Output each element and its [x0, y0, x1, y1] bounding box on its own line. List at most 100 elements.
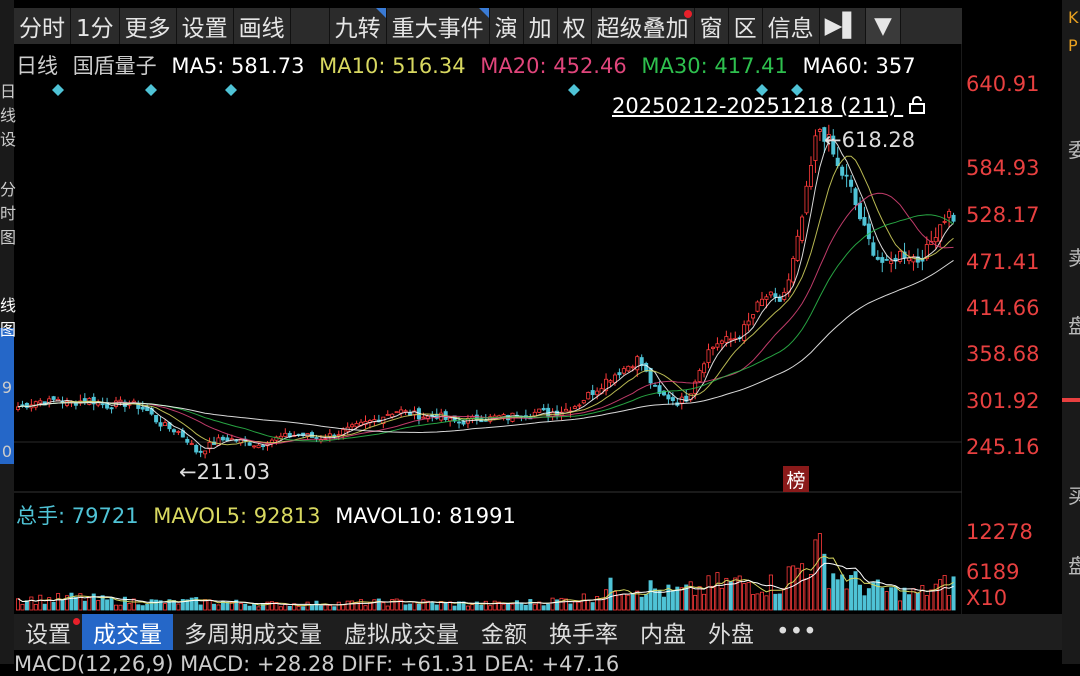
volume-bar — [840, 574, 845, 611]
top-toolbar: 分时 1分 更多 设置 画线 九转 重大事件 演 加 权 超级叠加 窗 区 信息… — [14, 8, 962, 44]
simulate-button[interactable]: 演 — [490, 8, 524, 44]
super-overlay-button[interactable]: 超级叠加 — [592, 8, 695, 44]
tab-settings[interactable]: 设置 — [14, 614, 82, 650]
candle-body — [595, 390, 600, 396]
tab-1min[interactable]: 1分 — [71, 8, 120, 44]
candle-body — [154, 414, 159, 423]
candle-body — [171, 429, 176, 433]
volume-bar — [24, 600, 29, 611]
candle-body — [198, 450, 203, 453]
volume-bar — [826, 588, 831, 611]
volume-bar — [884, 591, 889, 611]
candle-body — [586, 392, 591, 400]
ma30-line — [17, 214, 954, 442]
volume-bar — [443, 601, 448, 611]
volume-bar — [875, 579, 880, 611]
tab-amount[interactable]: 金额 — [481, 622, 527, 648]
candle-body — [697, 370, 702, 382]
right-side-strip — [1062, 0, 1080, 664]
play-end-icon[interactable]: ▶▌ — [820, 8, 867, 44]
more-icon[interactable]: ••• — [776, 619, 817, 645]
mavol10-line — [17, 562, 954, 606]
rights-button[interactable]: 权 — [558, 8, 592, 44]
volume-bar — [408, 603, 413, 611]
volume-bar — [238, 602, 243, 611]
volume-bar — [947, 595, 952, 611]
candle-body — [109, 407, 114, 410]
volume-bars — [16, 533, 956, 611]
event-marker — [568, 84, 580, 96]
tab-volume[interactable]: 成交量 — [82, 614, 173, 650]
candle-body — [176, 431, 181, 433]
volume-bar — [247, 605, 252, 611]
volume-bar — [604, 589, 609, 611]
volume-bar — [91, 593, 96, 611]
volume-bar — [644, 594, 649, 611]
volume-bar — [109, 597, 114, 611]
tab-turnover[interactable]: 换手率 — [549, 622, 618, 648]
volume-bar — [42, 603, 47, 611]
volume-bar — [510, 603, 515, 611]
candle-body — [795, 235, 800, 261]
range-button[interactable]: 区 — [729, 8, 763, 44]
macd-info-line: MACD(12,26,9) MACD: +28.28 DIFF: +61.31 … — [14, 652, 620, 676]
volume-bar — [140, 605, 145, 611]
tab-intraday[interactable]: 分时 — [14, 8, 71, 44]
volume-bar — [626, 594, 631, 611]
major-events-button[interactable]: 重大事件 — [387, 8, 490, 44]
candle-body — [448, 417, 453, 422]
volume-bar — [572, 601, 577, 611]
candle-body — [875, 256, 880, 260]
candle-body — [252, 445, 257, 448]
volume-bar — [207, 599, 212, 611]
candle-body — [702, 363, 707, 374]
candle-body — [194, 444, 199, 453]
tab-more[interactable]: 更多 — [120, 8, 177, 44]
candle-body — [216, 437, 221, 446]
lock-icon[interactable] — [909, 95, 926, 119]
ranking-badge[interactable]: 榜 — [783, 466, 809, 492]
toolbar-spacer — [291, 8, 330, 44]
volume-bar — [278, 606, 283, 611]
volume-bar — [457, 601, 462, 611]
tab-outer-plate[interactable]: 外盘 — [708, 622, 754, 648]
tab-inner-plate[interactable]: 内盘 — [640, 622, 686, 648]
volume-bar — [341, 604, 346, 611]
volume-bar — [568, 603, 573, 611]
date-range-label[interactable]: 20250212-20251218 (211) — [612, 94, 926, 119]
left-side-active-tab[interactable] — [0, 328, 14, 464]
kline-chart[interactable]: ←618.28 ←211.03 — [14, 44, 962, 614]
volume-bar — [154, 599, 159, 611]
tab-virtual-volume[interactable]: 虚拟成交量 — [344, 622, 459, 648]
volume-bar — [871, 582, 876, 611]
volume-bar — [768, 574, 773, 611]
info-button[interactable]: 信息 — [763, 8, 820, 44]
volume-bar — [176, 603, 181, 611]
candle-body — [724, 336, 729, 343]
volume-bar — [523, 604, 528, 611]
candle-body — [866, 223, 871, 240]
window-button[interactable]: 窗 — [695, 8, 729, 44]
volume-bar — [902, 587, 907, 611]
candle-body — [942, 221, 947, 223]
volume-bar — [581, 593, 586, 611]
candle-body — [158, 422, 163, 427]
candle-body — [163, 422, 168, 427]
nine-turn-button[interactable]: 九转 — [330, 8, 387, 44]
candle-body — [742, 324, 747, 341]
candle-body — [145, 406, 150, 411]
volume-bar — [831, 573, 836, 611]
chevron-down-icon[interactable]: ▼ — [866, 8, 902, 44]
volume-bar — [430, 601, 435, 611]
draw-line-button[interactable]: 画线 — [234, 8, 291, 44]
volume-bar — [421, 599, 426, 611]
volume-bar — [194, 597, 199, 611]
settings-button[interactable]: 设置 — [177, 8, 234, 44]
volume-bar — [434, 604, 439, 611]
tab-multi-period-volume[interactable]: 多周期成交量 — [184, 622, 322, 648]
volume-bar — [550, 597, 555, 611]
volume-bar — [323, 604, 328, 611]
add-button[interactable]: 加 — [524, 8, 558, 44]
volume-bar — [595, 596, 600, 611]
candle-body — [24, 402, 29, 408]
